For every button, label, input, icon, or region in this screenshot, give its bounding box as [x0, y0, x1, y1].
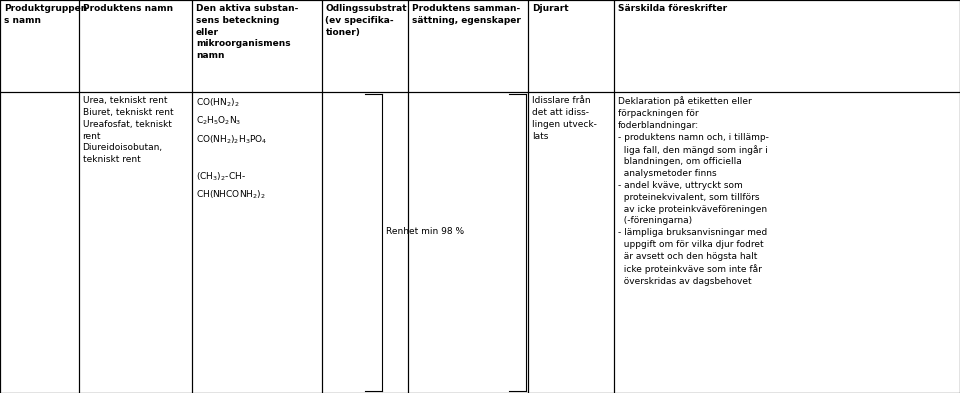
Text: Produktens samman-
sättning, egenskaper: Produktens samman- sättning, egenskaper [412, 4, 520, 25]
Text: Djurart: Djurart [532, 4, 568, 13]
Text: Idisslare från
det att idiss-
lingen utveck-
lats: Idisslare från det att idiss- lingen utv… [532, 96, 597, 141]
Text: CH(NHCONH$_2$)$_2$: CH(NHCONH$_2$)$_2$ [196, 189, 265, 201]
Text: Produktgruppen
s namn: Produktgruppen s namn [4, 4, 87, 25]
Text: Särskilda föreskrifter: Särskilda föreskrifter [618, 4, 728, 13]
Text: Deklaration på etiketten eller
förpackningen för
foderblandningar:
- produktens : Deklaration på etiketten eller förpackni… [618, 96, 769, 286]
Text: Odlingssubstrat
(ev specifika-
tioner): Odlingssubstrat (ev specifika- tioner) [325, 4, 407, 37]
Text: Renhet min 98 %: Renhet min 98 % [386, 227, 465, 236]
Text: Den aktiva substan-
sens beteckning
eller
mikroorganismens
namn: Den aktiva substan- sens beteckning elle… [196, 4, 299, 60]
Text: C$_2$H$_5$O$_2$N$_3$: C$_2$H$_5$O$_2$N$_3$ [196, 115, 241, 127]
Text: CO(NH$_2$)$_2$H$_3$PO$_4$: CO(NH$_2$)$_2$H$_3$PO$_4$ [196, 133, 268, 146]
Text: CO(HN$_2$)$_2$: CO(HN$_2$)$_2$ [196, 96, 240, 109]
Text: Urea, tekniskt rent
Biuret, tekniskt rent
Ureafosfat, tekniskt
rent
Diureidoisob: Urea, tekniskt rent Biuret, tekniskt ren… [83, 96, 173, 164]
Text: (CH$_3$)$_2$-CH-: (CH$_3$)$_2$-CH- [196, 170, 246, 183]
Text: Produktens namn: Produktens namn [83, 4, 173, 13]
